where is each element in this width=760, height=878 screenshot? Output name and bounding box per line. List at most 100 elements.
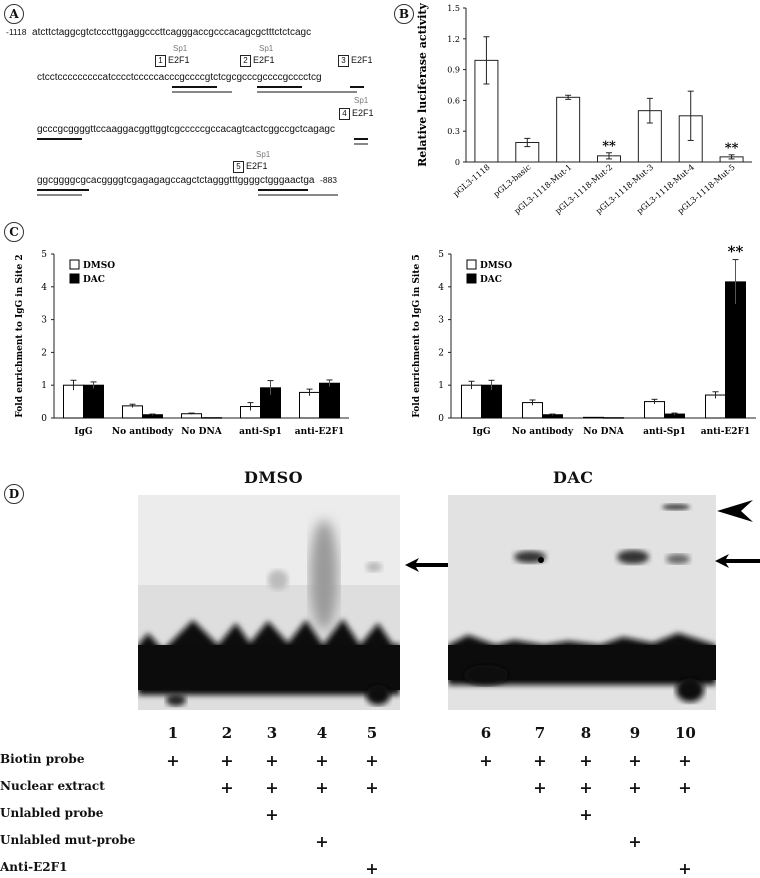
- sequence-line-2: ctcctcccccccccatcccctcccccacccgccccgtctc…: [37, 72, 322, 83]
- x-tick-label: No DNA: [583, 427, 624, 437]
- legend-label: DMSO: [480, 261, 512, 271]
- condition-present-mark: +: [365, 859, 379, 878]
- band-arrow-right-gel: [715, 554, 760, 568]
- y-tick-label: 2: [438, 348, 444, 358]
- bar: [461, 384, 482, 419]
- sequence-line-3: gcccgcggggttccaaggacggttggtcgcccccgccaca…: [37, 124, 335, 135]
- y-tick-label: 0: [41, 414, 47, 424]
- sequence-line-4: ggcggggcgcacggggtcgagagagccagctctagggttt…: [37, 175, 338, 186]
- chip-site5-bar-chart: 0 1 2 3 4 5 Fold enrichment to IgG in Site 5 DM…: [412, 243, 756, 437]
- condition-present-mark: +: [315, 778, 329, 797]
- significance-mark: **: [728, 243, 744, 261]
- y-tick-label: 2: [41, 348, 47, 358]
- y-tick-label: 4: [438, 283, 444, 293]
- condition-present-mark: +: [678, 751, 692, 770]
- x-tick-label: No antibody: [112, 427, 174, 437]
- condition-present-mark: +: [365, 751, 379, 770]
- x-tick-label: No antibody: [512, 427, 574, 437]
- e2f1-site-1: 1 E2F1: [155, 55, 190, 67]
- sequence-line-1: -1118 atcttctaggcgtctcccttggaggcccttcagg…: [6, 27, 312, 38]
- band-arrow-left-gel: [405, 558, 450, 572]
- legend-swatch: [466, 259, 477, 270]
- panel-c-label: C: [4, 222, 24, 242]
- legend-label: DAC: [83, 275, 105, 285]
- y-tick-label: 5: [438, 250, 444, 260]
- y-tick-label: 4: [41, 283, 47, 293]
- x-tick-label: No DNA: [181, 427, 222, 437]
- condition-row-label: Nuclear extract: [0, 779, 105, 793]
- y-tick-label: 5: [41, 250, 47, 260]
- bar: [299, 391, 320, 419]
- y-tick-label: 1.2: [447, 35, 460, 44]
- legend-label: DMSO: [83, 261, 115, 271]
- e2f1-site-5: 5 E2F1: [233, 161, 268, 173]
- condition-present-mark: +: [579, 805, 593, 824]
- y-tick-label: 0: [455, 158, 460, 167]
- condition-present-mark: +: [628, 751, 642, 770]
- significance-mark: **: [602, 139, 616, 154]
- x-tick-label: IgG: [472, 427, 490, 437]
- y-axis-label: Fold enrichment to IgG in Site 2: [15, 254, 25, 417]
- lane-number: 2: [221, 724, 233, 742]
- condition-present-mark: +: [579, 778, 593, 797]
- dmso-gel-title: DMSO: [244, 468, 304, 487]
- legend-swatch: [69, 273, 80, 284]
- y-tick-label: 0.6: [447, 96, 460, 105]
- y-tick-label: 1.5: [447, 4, 460, 13]
- condition-present-mark: +: [265, 778, 279, 797]
- sp1-site-label-1: Sp1: [173, 44, 188, 53]
- condition-present-mark: +: [628, 778, 642, 797]
- bar: [556, 96, 581, 163]
- condition-present-mark: +: [533, 751, 547, 770]
- condition-row-label: Biotin probe: [0, 752, 85, 766]
- lane-number: 7: [534, 724, 546, 742]
- x-tick-label: anti-Sp1: [643, 427, 686, 437]
- lane-number: 5: [366, 724, 378, 742]
- bar: [644, 401, 665, 419]
- y-axis-label: Relative luciferase activity: [416, 3, 429, 167]
- bar: [603, 417, 624, 419]
- legend-label: DAC: [480, 275, 502, 285]
- x-tick-label: anti-E2F1: [701, 427, 750, 437]
- condition-present-mark: +: [678, 859, 692, 878]
- bar: [319, 382, 340, 419]
- condition-present-mark: +: [220, 751, 234, 770]
- bar: [83, 384, 104, 419]
- legend-swatch: [69, 259, 80, 270]
- condition-present-mark: +: [678, 778, 692, 797]
- legend-swatch: [466, 273, 477, 284]
- panel-b-label: B: [394, 4, 414, 24]
- condition-present-mark: +: [533, 778, 547, 797]
- panel-a-label: A: [4, 4, 24, 24]
- sp1-site-label-2: Sp1: [259, 44, 274, 53]
- condition-present-mark: +: [315, 832, 329, 851]
- sp1-site-label-5: Sp1: [256, 150, 271, 159]
- x-tick-label: pGL3-1118: [451, 163, 491, 199]
- e2f1-site-3: 3 E2F1: [338, 55, 373, 67]
- bar: [705, 394, 726, 419]
- condition-present-mark: +: [365, 778, 379, 797]
- sp1-site-label-4: Sp1: [354, 96, 369, 105]
- lane-number: 1: [167, 724, 179, 742]
- y-tick-label: 3: [41, 316, 47, 326]
- x-tick-label: pGL3-basic: [492, 162, 533, 199]
- e2f1-site-2: 2 E2F1: [240, 55, 275, 67]
- significance-mark: **: [725, 141, 739, 156]
- bar: [583, 416, 604, 419]
- end-coordinate: -883: [320, 175, 338, 185]
- condition-present-mark: +: [628, 832, 642, 851]
- e2f1-site-4: 4 E2F1: [339, 108, 374, 120]
- y-tick-label: 0: [438, 414, 444, 424]
- y-tick-label: 0.3: [447, 127, 460, 136]
- chip-site2-bar-chart: 0 1 2 3 4 5 Fold enrichment to IgG in Site 2 DM…: [15, 250, 349, 437]
- lane-number: 9: [629, 724, 641, 742]
- y-tick-label: 0.9: [447, 66, 460, 75]
- condition-present-mark: +: [265, 805, 279, 824]
- lane-number: 8: [580, 724, 592, 742]
- x-tick-label: IgG: [74, 427, 92, 437]
- condition-present-mark: +: [220, 778, 234, 797]
- luciferase-bar-chart: 0 0.3 0.6 0.9 1.2 1.5 Relative luciferase acti…: [416, 3, 752, 216]
- lane-number: 10: [675, 724, 696, 742]
- condition-present-mark: +: [579, 751, 593, 770]
- y-tick-label: 3: [438, 316, 444, 326]
